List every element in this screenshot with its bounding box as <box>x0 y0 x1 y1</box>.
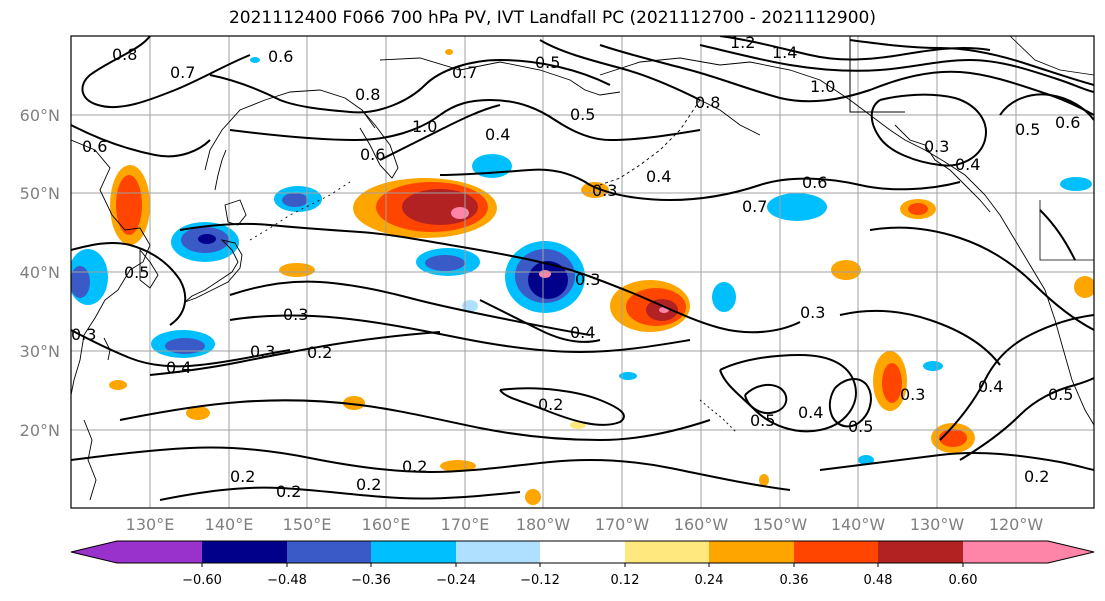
contour-label: 0.3 <box>800 303 825 322</box>
contour-label: 1.0 <box>810 77 835 96</box>
contour-label: 0.2 <box>402 457 427 476</box>
contour-label: 0.5 <box>1048 385 1073 404</box>
contour-label: 0.3 <box>900 385 925 404</box>
longitude-labels: 130°E 140°E 150°E 160°E 170°E 180°W 170°… <box>126 515 1044 534</box>
pv-contours <box>71 36 1094 501</box>
contour-label: 0.8 <box>112 45 137 64</box>
lat-label: 40°N <box>20 263 60 282</box>
colorbar-segment <box>456 541 540 563</box>
contour-label: 0.4 <box>955 155 980 174</box>
colorbar-segment <box>709 541 794 563</box>
lon-label: 120°W <box>989 515 1044 534</box>
map-frame <box>70 35 1095 509</box>
lat-label: 60°N <box>20 106 60 125</box>
lon-label: 140°W <box>831 515 886 534</box>
colorbar-segment <box>963 541 1094 563</box>
contour-label: 0.3 <box>283 305 308 324</box>
contour-label: 0.4 <box>798 403 823 422</box>
contour-label: 0.2 <box>276 482 301 501</box>
lon-label: 130°E <box>126 515 175 534</box>
contour-label: 0.2 <box>230 467 255 486</box>
lon-label: 170°E <box>441 515 490 534</box>
colorbar-tick-label: −0.36 <box>351 573 391 588</box>
latitude-labels: 60°N 50°N 40°N 30°N 20°N <box>20 106 60 440</box>
colorbar-tick-label: 0.12 <box>611 573 640 588</box>
contour-label: 1.2 <box>730 33 755 52</box>
contour-label: 0.3 <box>924 137 949 156</box>
contour-label: 0.5 <box>535 53 560 72</box>
colorbar-tick-label: 0.60 <box>949 573 978 588</box>
shaded-anomalies <box>71 49 1094 505</box>
contour-label: 0.5 <box>570 105 595 124</box>
contour-label: 0.5 <box>1015 120 1040 139</box>
colorbar-segment <box>287 541 371 563</box>
colorbar-tick-label: −0.48 <box>267 573 307 588</box>
contour-label: 0.8 <box>695 93 720 112</box>
contour-label: 0.5 <box>750 411 775 430</box>
contour-label: 1.0 <box>412 117 437 136</box>
lat-label: 30°N <box>20 342 60 361</box>
lon-label: 150°W <box>753 515 808 534</box>
contour-label: 0.7 <box>742 197 767 216</box>
lon-label: 170°W <box>595 515 650 534</box>
contour-labels: 0.8 0.7 0.6 0.7 0.5 1.2 1.4 1.0 0.8 1.0 … <box>71 33 1080 501</box>
colorbar-tick-label: −0.60 <box>182 573 222 588</box>
contour-label: 0.7 <box>452 63 477 82</box>
colorbar: −0.60 −0.48 −0.36 −0.24 −0.12 0.12 0.24 … <box>70 540 1095 588</box>
colorbar-tick-label: 0.24 <box>695 573 724 588</box>
contour-label: 0.4 <box>570 323 595 342</box>
figure-title: 2021112400 F066 700 hPa PV, IVT Landfall… <box>228 8 876 28</box>
contour-label: 0.3 <box>71 325 96 344</box>
lat-label: 20°N <box>20 421 60 440</box>
lon-label: 180°W <box>516 515 571 534</box>
colorbar-segment <box>625 541 709 563</box>
contour-label: 0.2 <box>538 395 563 414</box>
colorbar-segment <box>794 541 878 563</box>
contour-label: 0.6 <box>360 145 385 164</box>
colorbar-tick-label: −0.12 <box>520 573 560 588</box>
contour-label: 0.6 <box>82 137 107 156</box>
lon-label: 160°E <box>362 515 411 534</box>
colorbar-segment <box>371 541 456 563</box>
contour-label: 0.3 <box>250 342 275 361</box>
colorbar-tick-label: 0.48 <box>864 573 893 588</box>
contour-label: 0.2 <box>356 475 381 494</box>
contour-label: 0.8 <box>355 85 380 104</box>
contour-label: 0.5 <box>124 263 149 282</box>
colorbar-segment <box>540 541 625 563</box>
contour-label: 0.4 <box>646 167 671 186</box>
contour-label: 0.4 <box>166 358 191 377</box>
colorbar-tick-label: 0.36 <box>780 573 809 588</box>
contour-label: 0.2 <box>1024 467 1049 486</box>
lon-label: 150°E <box>283 515 332 534</box>
contour-label: 0.4 <box>485 125 510 144</box>
contour-label: 0.6 <box>1055 113 1080 132</box>
contour-label: 0.6 <box>802 173 827 192</box>
lon-label: 130°W <box>910 515 965 534</box>
colorbar-segment <box>71 541 202 563</box>
colorbar-segment <box>878 541 963 563</box>
lon-label: 160°W <box>674 515 729 534</box>
contour-label: 0.6 <box>268 47 293 66</box>
contour-label: 0.3 <box>592 181 617 200</box>
contour-label: 0.5 <box>848 417 873 436</box>
contour-label: 0.2 <box>307 343 332 362</box>
contour-label: 0.4 <box>978 377 1003 396</box>
lon-label: 140°E <box>205 515 254 534</box>
colorbar-tick-label: −0.24 <box>436 573 476 588</box>
contour-label: 0.7 <box>170 63 195 82</box>
contour-label: 0.3 <box>575 270 600 289</box>
colorbar-segment <box>202 541 287 563</box>
contour-label: 1.4 <box>772 43 797 62</box>
lat-label: 50°N <box>20 184 60 203</box>
